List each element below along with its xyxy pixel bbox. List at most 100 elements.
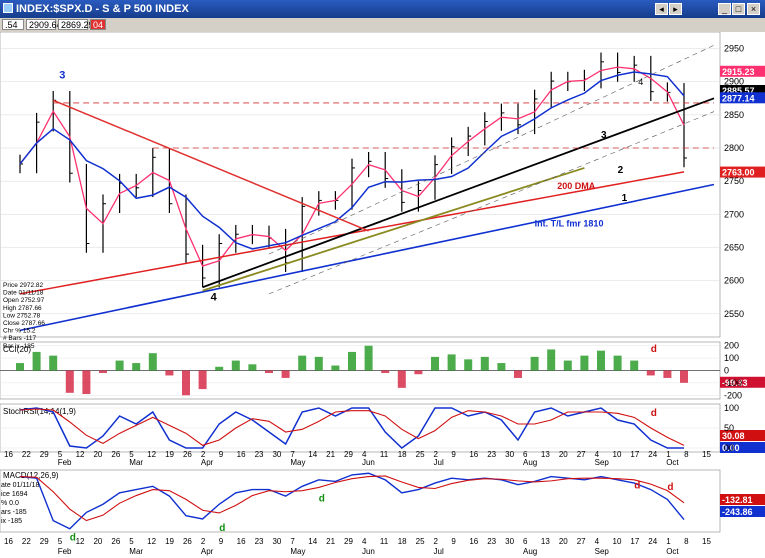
minimize-icon[interactable]: _: [718, 3, 731, 15]
last-label-blue: 2877.14: [722, 93, 755, 103]
wave-label-1: 1: [622, 193, 628, 204]
price-tick-label: 2700: [724, 209, 744, 219]
axis-labels: 2550 2600 2650 2700 2750 2800 2850 2900 2950 200 1…: [720, 44, 765, 453]
cci-last-bg: [720, 376, 765, 388]
x-day-label-bottom: 24: [648, 537, 657, 546]
label-200dma: 200 DMA: [557, 181, 596, 191]
x-day-label: 10: [613, 450, 622, 459]
window-titlebar[interactable]: INDEX:$SPX.D - S & P 500 INDEX ◂ ▸ _ □ ×: [0, 0, 765, 18]
x-day-label-bottom: 9: [219, 537, 224, 546]
x-day-label-bottom: 30: [505, 537, 514, 546]
price-tick-label: 2800: [724, 143, 744, 153]
x-day-label: 7: [290, 450, 295, 459]
stoch-signal-bg: [720, 430, 765, 441]
x-month-label-bottom: Feb: [58, 547, 72, 556]
x-day-label: 5: [129, 450, 134, 459]
x-day-label: 23: [255, 450, 264, 459]
info-line: Bar ix -185: [3, 343, 35, 350]
cci-divergence-d: d: [651, 344, 657, 355]
close-icon[interactable]: ×: [747, 3, 760, 15]
cci-bar: [16, 363, 24, 371]
toolbar-field-2[interactable]: 2909.64: [26, 19, 62, 30]
x-month-label: Jun: [362, 458, 375, 467]
back-icon[interactable]: ◂: [655, 3, 668, 15]
app-icon: [3, 3, 13, 13]
x-month-label: May: [290, 458, 305, 467]
cci-bar: [314, 356, 323, 371]
x-month-label-bottom: Jun: [362, 547, 375, 556]
x-day-label: 16: [469, 450, 478, 459]
x-axis: 1616222229295512122020262655121219192626…: [4, 450, 711, 556]
x-month-label: Oct: [666, 458, 679, 467]
x-month-label-bottom: Mar: [129, 547, 143, 556]
x-day-label-bottom: 11: [380, 537, 389, 546]
cci-bar: [231, 360, 240, 371]
macd-signal-bg: [720, 494, 765, 505]
price-tick-label: 2750: [724, 176, 744, 186]
cci-bar: [281, 370, 290, 378]
x-month-label: Mar: [129, 458, 143, 467]
x-day-label-bottom: 26: [111, 537, 120, 546]
x-day-label-bottom: 10: [613, 537, 622, 546]
stoch-value-label: 0.00: [722, 443, 740, 453]
x-day-label-bottom: 16: [4, 537, 13, 546]
x-day-label: 26: [183, 450, 192, 459]
forward-icon[interactable]: ▸: [669, 3, 682, 15]
price-tick-label: 2900: [724, 77, 744, 87]
info-line: Open 2752.97: [3, 297, 45, 304]
x-day-label-bottom: 19: [165, 537, 174, 546]
x-day-label-bottom: 16: [469, 537, 478, 546]
x-day-label-bottom: 15: [702, 537, 711, 546]
x-day-label: 26: [111, 450, 120, 459]
cci-bar: [381, 370, 390, 373]
info-line: Chr % 15.2: [3, 328, 36, 335]
stoch-tick-label: 00: [724, 443, 734, 453]
toolbar-field-1[interactable]: .54: [2, 19, 24, 30]
macd-value-bg: [720, 506, 765, 517]
cci-tick-label: -100: [724, 378, 742, 388]
x-day-label: 15: [702, 450, 711, 459]
cci-bar: [198, 370, 207, 390]
x-day-label: 29: [40, 450, 49, 459]
cci-bar: [215, 366, 224, 371]
x-day-label-bottom: 23: [487, 537, 496, 546]
x-day-label: 12: [76, 450, 85, 459]
x-day-label: 14: [308, 450, 317, 459]
label-int-trendline: Int. T/L fmr 1810: [535, 218, 604, 228]
last-label-red-bg: [720, 166, 765, 178]
x-day-label-bottom: 22: [22, 537, 31, 546]
x-day-label-bottom: 5: [58, 537, 63, 546]
x-day-label-bottom: 14: [308, 537, 317, 546]
x-day-label: 1: [666, 450, 671, 459]
x-day-label: 2: [201, 450, 206, 459]
macd-info-line: % 0.0: [1, 500, 19, 507]
cci-bar: [248, 364, 257, 371]
toolbar-field-3[interactable]: 2869.29: [58, 19, 94, 30]
x-day-label: 8: [684, 450, 689, 459]
x-day-label: 12: [147, 450, 156, 459]
x-day-label: 13: [541, 450, 550, 459]
x-day-label-bottom: 18: [398, 537, 407, 546]
macd-info-line: ix -185: [1, 518, 22, 525]
x-month-label: Aug: [523, 458, 537, 467]
x-day-label: 17: [630, 450, 639, 459]
x-day-label-bottom: 1: [666, 537, 671, 546]
x-day-label-bottom: 2: [201, 537, 206, 546]
last-label-pink: 2915.23: [722, 67, 755, 77]
x-day-label-bottom: 2: [434, 537, 439, 546]
price-tick-label: 2850: [724, 110, 744, 120]
x-day-label-bottom: 29: [40, 537, 49, 546]
x-day-label-bottom: 12: [76, 537, 85, 546]
toolbar-field-4[interactable]: 04: [90, 19, 106, 30]
maximize-icon[interactable]: □: [732, 3, 745, 15]
x-day-label-bottom: 9: [451, 537, 456, 546]
price-tick-label: 2650: [724, 242, 744, 252]
cci-bar: [165, 370, 174, 376]
cci-bar: [298, 355, 307, 371]
cci-bar: [182, 370, 190, 396]
cci-tick-label: 0: [724, 366, 729, 376]
x-month-label-bottom: Jul: [434, 547, 444, 556]
x-month-label-bottom: Oct: [666, 547, 679, 556]
x-day-label-bottom: 25: [416, 537, 425, 546]
x-day-label-bottom: 13: [541, 537, 550, 546]
